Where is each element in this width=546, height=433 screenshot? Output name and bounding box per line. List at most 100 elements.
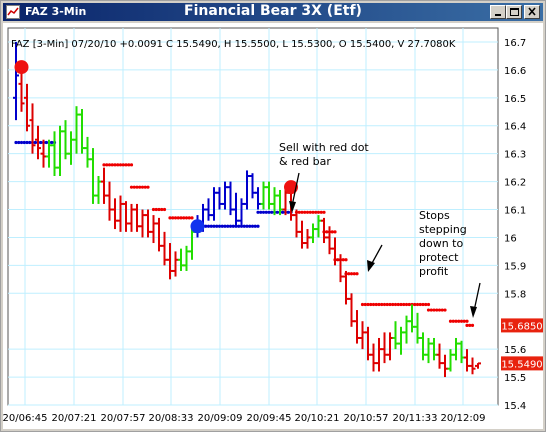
y-tick-label: 15.5	[504, 373, 526, 384]
stop-dot	[256, 210, 260, 214]
price-label: 15.5490	[501, 356, 543, 371]
stop-dot	[168, 216, 172, 220]
stop-dot	[217, 224, 222, 228]
stop-dot	[316, 210, 321, 214]
stop-dot	[314, 210, 318, 214]
x-tick-label: 20/07:21	[52, 413, 97, 424]
stop-annotation-line-4: protect	[419, 251, 459, 264]
stop-dot	[330, 230, 334, 234]
stop-dot	[231, 224, 235, 228]
x-tick-label: 20/06:45	[3, 413, 47, 424]
stop-dot	[429, 308, 433, 312]
stop-annotation-line-3: down to	[419, 237, 463, 250]
window-title: FAZ 3-Min	[25, 5, 87, 18]
stop-dot	[135, 185, 139, 189]
stop-dot	[242, 224, 246, 228]
price-label-text: 15.6850	[501, 321, 542, 332]
stop-dot	[138, 185, 142, 189]
stop-dot	[451, 319, 455, 323]
stop-dot	[116, 163, 120, 167]
stop-dot	[39, 140, 43, 145]
stop-dot	[267, 210, 271, 214]
y-tick-label: 16.1	[504, 206, 526, 217]
chart-area[interactable]: 16.7 16.6 16.5 16.4 16.3 16.2 16.1 16 15.9 15.8 15…	[3, 23, 543, 429]
stop-dot	[426, 308, 431, 312]
x-tick-label: 20/10:57	[344, 413, 389, 424]
x-tick-label: 20/08:33	[149, 413, 194, 424]
stop-dot	[17, 140, 21, 145]
info-line: FAZ [3-Min] 07/20/10 +0.0091 C 15.5490, …	[11, 39, 456, 50]
stop-dot	[157, 207, 161, 212]
stop-dot	[435, 308, 439, 312]
x-tick-label: 20/11:33	[393, 413, 438, 424]
stop-dot	[281, 210, 285, 214]
price-chart[interactable]: 16.7 16.6 16.5 16.4 16.3 16.2 16.1 16 15.9 15.8 15…	[3, 23, 543, 429]
stop-dot	[352, 272, 356, 276]
stop-dot	[388, 302, 392, 307]
stop-dot	[341, 258, 345, 262]
stop-dot	[349, 272, 354, 276]
stop-dot	[424, 302, 428, 307]
grid	[8, 28, 498, 406]
stop-dot	[385, 302, 389, 307]
close-button[interactable]	[524, 5, 540, 19]
stop-dot	[270, 210, 274, 214]
maximize-icon	[510, 8, 519, 16]
title-bar[interactable]: FAZ 3-Min Financial Bear 3X (Etf)	[3, 3, 543, 21]
y-tick-label: 16.4	[504, 122, 526, 133]
stop-dot	[256, 224, 260, 228]
signal-dot	[190, 219, 205, 234]
stop-dot	[399, 302, 403, 307]
stop-dot	[154, 207, 158, 212]
signal-dot	[284, 180, 298, 195]
minimize-button[interactable]	[490, 5, 506, 19]
stop-dot	[322, 210, 326, 214]
stop-dot	[127, 163, 131, 167]
close-icon	[528, 7, 536, 16]
stop-dot	[237, 224, 241, 228]
stop-dot	[248, 224, 252, 228]
stop-dot	[440, 308, 444, 312]
stop-dot	[173, 216, 178, 220]
price-label-bg	[501, 356, 543, 371]
stop-dot	[253, 224, 257, 228]
stop-dot	[470, 323, 475, 328]
stop-dot	[215, 224, 219, 228]
price-labels: 15.6850 15.5490	[501, 318, 543, 371]
y-tick-label: 16.3	[504, 150, 526, 161]
stop-dot	[245, 224, 249, 228]
stop-dot	[333, 230, 337, 234]
signal-dots	[14, 60, 298, 234]
x-tick-label: 20/07:57	[101, 413, 146, 424]
stop-dot	[377, 302, 381, 307]
stop-dot	[407, 302, 411, 307]
price-label: 15.6850	[501, 318, 543, 333]
stop-dot	[146, 185, 150, 189]
x-axis: 20/06:45 20/07:21 20/07:57 20/08:33 20/09:09…	[3, 413, 486, 424]
y-tick-label: 16.7	[504, 38, 526, 49]
stop-dot	[380, 302, 384, 307]
stop-dot	[402, 302, 406, 307]
y-tick-label: 16.2	[504, 178, 526, 189]
maximize-button[interactable]	[506, 5, 522, 19]
stop-dot	[28, 140, 32, 145]
stop-dot	[184, 216, 189, 220]
ohlc-bar	[469, 357, 476, 375]
x-tick-label: 20/09:09	[198, 413, 243, 424]
stop-dot	[465, 319, 469, 323]
ohlc-bar	[13, 41, 19, 121]
sell-annotation-line-2: & red bar	[279, 155, 331, 168]
stop-dot	[437, 308, 442, 312]
stop-dot	[319, 210, 323, 214]
stop-dot	[303, 210, 307, 214]
stop-dot	[344, 258, 348, 262]
stop-dot	[311, 210, 315, 214]
stop-dot	[19, 140, 24, 145]
stop-dot	[160, 207, 164, 212]
stop-dot	[223, 224, 227, 228]
stop-dot	[25, 140, 29, 145]
stop-dot	[162, 207, 167, 212]
stop-dot	[432, 308, 436, 312]
stop-annotation-line-5: profit	[419, 265, 449, 278]
y-tick-label: 16	[504, 233, 517, 244]
